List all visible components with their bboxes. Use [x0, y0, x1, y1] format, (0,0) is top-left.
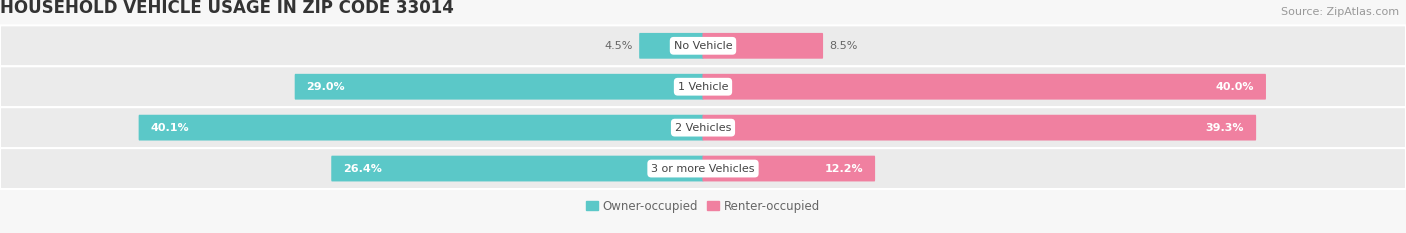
- FancyBboxPatch shape: [0, 107, 1406, 148]
- FancyBboxPatch shape: [703, 156, 875, 182]
- Text: 39.3%: 39.3%: [1206, 123, 1244, 133]
- Text: 40.1%: 40.1%: [150, 123, 188, 133]
- FancyBboxPatch shape: [0, 66, 1406, 107]
- FancyBboxPatch shape: [0, 25, 1406, 66]
- Text: 2 Vehicles: 2 Vehicles: [675, 123, 731, 133]
- FancyBboxPatch shape: [0, 148, 1406, 189]
- Text: HOUSEHOLD VEHICLE USAGE IN ZIP CODE 33014: HOUSEHOLD VEHICLE USAGE IN ZIP CODE 3301…: [0, 0, 454, 17]
- Text: No Vehicle: No Vehicle: [673, 41, 733, 51]
- FancyBboxPatch shape: [295, 74, 703, 100]
- Text: 8.5%: 8.5%: [830, 41, 858, 51]
- FancyBboxPatch shape: [640, 33, 703, 59]
- Text: 3 or more Vehicles: 3 or more Vehicles: [651, 164, 755, 174]
- FancyBboxPatch shape: [703, 74, 1265, 100]
- Text: 26.4%: 26.4%: [343, 164, 382, 174]
- FancyBboxPatch shape: [139, 115, 703, 140]
- Text: 12.2%: 12.2%: [825, 164, 863, 174]
- Text: 1 Vehicle: 1 Vehicle: [678, 82, 728, 92]
- FancyBboxPatch shape: [703, 33, 823, 59]
- FancyBboxPatch shape: [332, 156, 703, 182]
- Legend: Owner-occupied, Renter-occupied: Owner-occupied, Renter-occupied: [581, 195, 825, 217]
- Text: 4.5%: 4.5%: [605, 41, 633, 51]
- FancyBboxPatch shape: [703, 115, 1256, 140]
- Text: Source: ZipAtlas.com: Source: ZipAtlas.com: [1281, 7, 1399, 17]
- Text: 40.0%: 40.0%: [1216, 82, 1254, 92]
- Text: 29.0%: 29.0%: [307, 82, 344, 92]
